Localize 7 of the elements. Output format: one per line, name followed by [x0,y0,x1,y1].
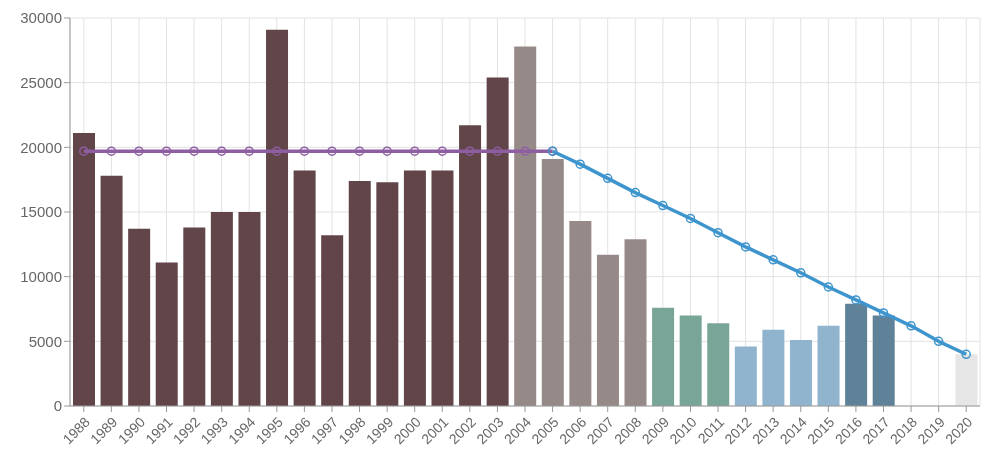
y-tick-label: 5000 [28,332,62,350]
y-tick-label: 0 [53,397,62,415]
y-tick-label: 10000 [20,267,62,285]
y-tick-label: 20000 [20,138,62,156]
y-tick-label: 25000 [20,73,62,91]
y-tick-label: 30000 [20,9,62,27]
y-tick-label: 15000 [20,203,62,221]
